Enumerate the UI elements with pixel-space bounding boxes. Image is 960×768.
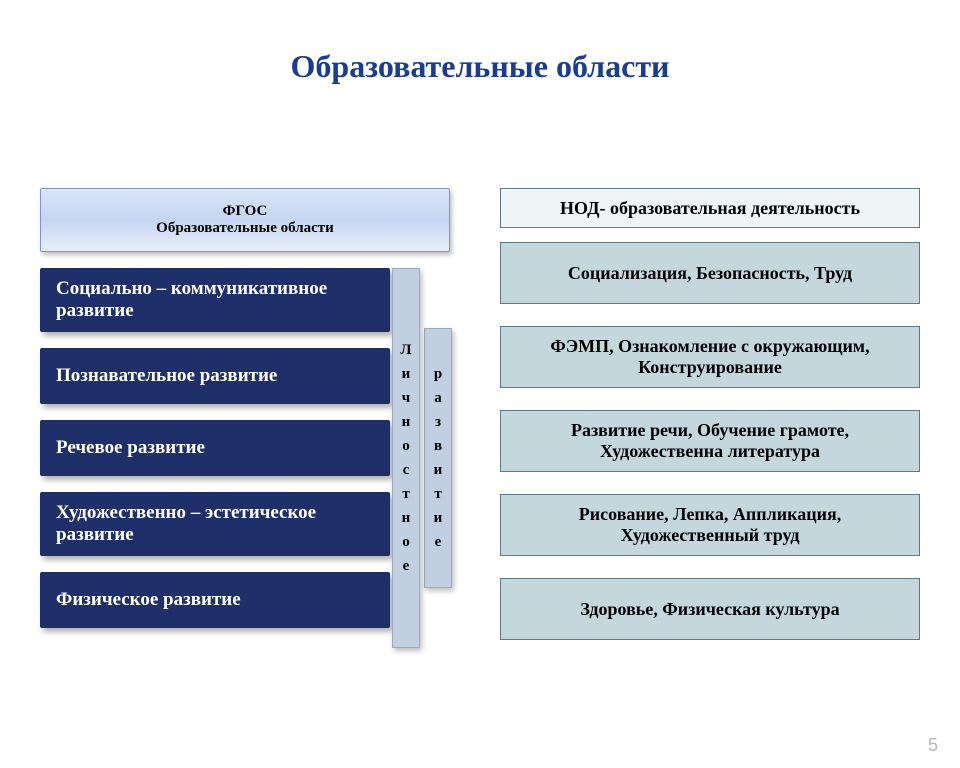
nod-item: Социализация, Безопасность, Труд bbox=[500, 242, 920, 304]
content-area: ФГОС Образовательные области Социально –… bbox=[40, 188, 920, 728]
fgos-item: Социально – коммуникативное развитие bbox=[40, 268, 390, 332]
right-column: НОД- образовательная деятельность Социал… bbox=[500, 188, 920, 728]
left-column: ФГОС Образовательные области Социально –… bbox=[40, 188, 460, 728]
fgos-items: Социально – коммуникативное развитие Поз… bbox=[40, 268, 460, 628]
page-title: Образовательные области bbox=[0, 48, 960, 85]
fgos-line1: ФГОС bbox=[223, 203, 268, 220]
fgos-item: Речевое развитие bbox=[40, 420, 390, 476]
fgos-item: Художественно – эстетическое развитие bbox=[40, 492, 390, 556]
nod-item: Рисование, Лепка, Аппликация, Художестве… bbox=[500, 494, 920, 556]
fgos-line2: Образовательные области bbox=[156, 220, 334, 237]
nod-header: НОД- образовательная деятельность bbox=[500, 188, 920, 228]
fgos-header: ФГОС Образовательные области bbox=[40, 188, 450, 252]
nod-item: Развитие речи, Обучение грамоте, Художес… bbox=[500, 410, 920, 472]
page-number: 5 bbox=[928, 735, 938, 756]
vertical-band-2: развитие bbox=[424, 328, 452, 588]
nod-item: ФЭМП, Ознакомление с окружающим, Констру… bbox=[500, 326, 920, 388]
fgos-item: Физическое развитие bbox=[40, 572, 390, 628]
fgos-item: Познавательное развитие bbox=[40, 348, 390, 404]
vertical-band-1: Личностное bbox=[392, 268, 420, 648]
nod-item: Здоровье, Физическая культура bbox=[500, 578, 920, 640]
